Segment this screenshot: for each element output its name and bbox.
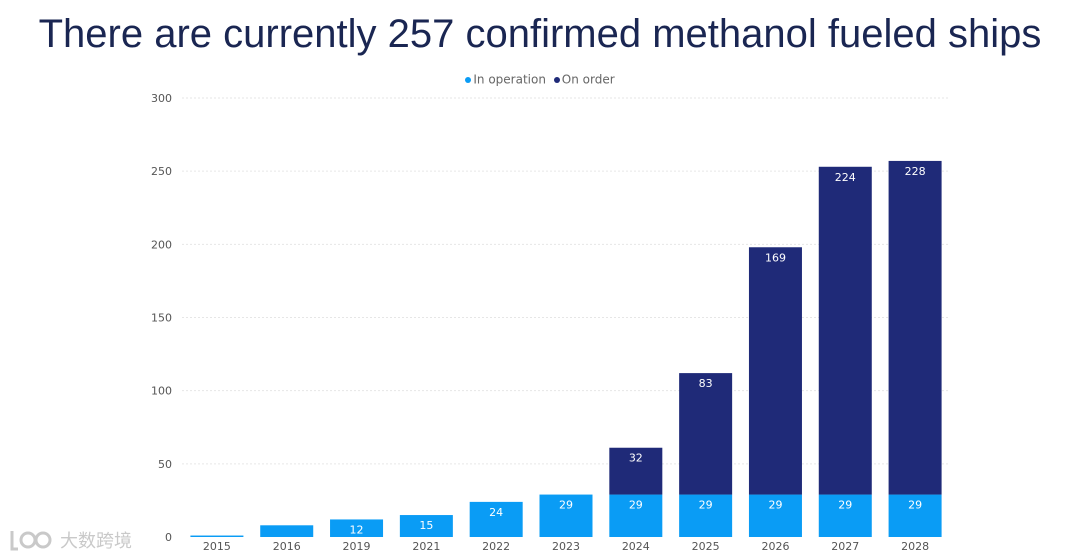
x-tick-label: 2024 [622, 540, 650, 553]
data-label: 29 [629, 499, 643, 512]
y-tick-label: 250 [151, 165, 172, 178]
x-tick-label: 2022 [482, 540, 510, 553]
data-label: 29 [908, 499, 922, 512]
data-label: 15 [419, 519, 433, 532]
y-tick-label: 50 [158, 458, 172, 471]
bar-in-operation [818, 494, 872, 537]
chart-legend: In operation On order [0, 72, 1080, 87]
bar-in-operation [679, 494, 733, 537]
bar-in-operation [399, 515, 453, 537]
x-tick-label: 2025 [692, 540, 720, 553]
bar-in-operation [748, 494, 802, 537]
x-tick-label: 2021 [412, 540, 440, 553]
bar-in-operation [609, 494, 663, 537]
data-label: 12 [350, 523, 364, 536]
bar-on-order [609, 447, 663, 495]
bar-on-order [679, 373, 733, 495]
data-label: 29 [768, 499, 782, 512]
y-tick-label: 300 [151, 92, 172, 105]
watermark: 大数跨境 [8, 527, 132, 553]
legend-dot-on-order [553, 76, 560, 83]
x-tick-label: 2027 [831, 540, 859, 553]
legend-label-in-operation: In operation [473, 72, 546, 87]
x-tick-label: 2016 [273, 540, 301, 553]
data-label: 24 [489, 506, 503, 519]
bar-in-operation [539, 494, 593, 537]
data-label: 29 [699, 499, 713, 512]
y-tick-label: 100 [151, 385, 172, 398]
bar-in-operation [330, 519, 384, 537]
legend-dot-in-operation [465, 76, 472, 83]
data-label: 224 [835, 171, 856, 184]
bar-on-order [888, 160, 942, 495]
x-tick-label: 2015 [203, 540, 231, 553]
data-label: 32 [629, 452, 643, 465]
x-tick-label: 2028 [901, 540, 929, 553]
y-tick-label: 200 [151, 238, 172, 251]
page-title: There are currently 257 confirmed methan… [38, 12, 1042, 56]
legend-item-in-operation: In operation [465, 72, 546, 87]
legend-item-on-order: On order [553, 72, 615, 87]
x-tick-label: 2026 [761, 540, 789, 553]
x-tick-label: 2023 [552, 540, 580, 553]
data-label: 29 [559, 499, 573, 512]
bar-in-operation [888, 494, 942, 537]
bar-in-operation [190, 535, 244, 537]
data-label: 169 [765, 251, 786, 264]
y-tick-label: 150 [151, 312, 172, 325]
y-tick-label: 0 [165, 531, 172, 544]
legend-label-on-order: On order [561, 72, 615, 87]
bar-on-order [748, 247, 802, 495]
watermark-text: 大数跨境 [60, 531, 132, 552]
bar-in-operation [469, 501, 523, 537]
watermark-logo-icon [10, 531, 52, 551]
bar-on-order [818, 166, 872, 495]
data-label: 29 [838, 499, 852, 512]
data-label: 83 [699, 377, 713, 390]
data-label: 228 [905, 165, 926, 178]
x-tick-label: 2019 [343, 540, 371, 553]
bar-in-operation [260, 525, 314, 537]
